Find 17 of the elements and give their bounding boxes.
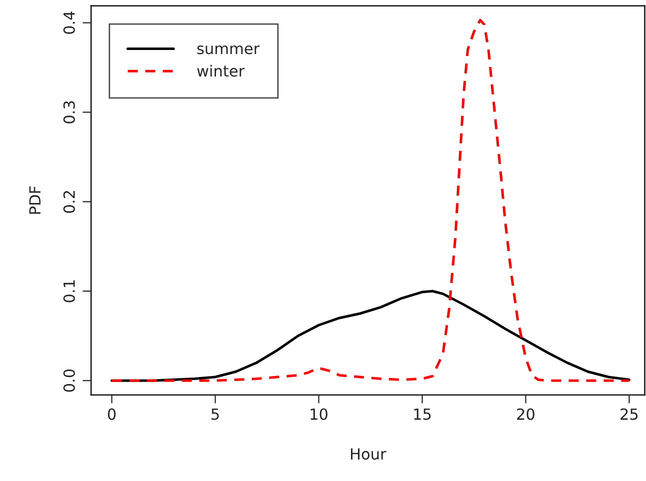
- y-tick-label: 0.2: [63, 191, 75, 213]
- line-series: [110, 18, 630, 382]
- y-tick-label: 0.3: [63, 101, 75, 124]
- x-tick-label: 0: [108, 408, 116, 420]
- y-tick-label: 0.4: [63, 11, 75, 34]
- y-axis-title: PDF: [29, 186, 40, 214]
- x-tick-label: 25: [620, 408, 638, 420]
- line-series: [110, 290, 630, 382]
- legend-label: summer: [197, 45, 260, 54]
- x-axis-title: Hour: [350, 448, 386, 460]
- y-tick-label: 0.1: [63, 280, 75, 302]
- y-tick-label: 0.0: [63, 369, 75, 392]
- legend-label: winter: [197, 64, 245, 77]
- x-tick-label: 15: [414, 408, 431, 420]
- x-tick-label: 5: [212, 408, 219, 420]
- x-tick-label: 10: [310, 408, 328, 420]
- x-tick-label: 20: [517, 408, 534, 420]
